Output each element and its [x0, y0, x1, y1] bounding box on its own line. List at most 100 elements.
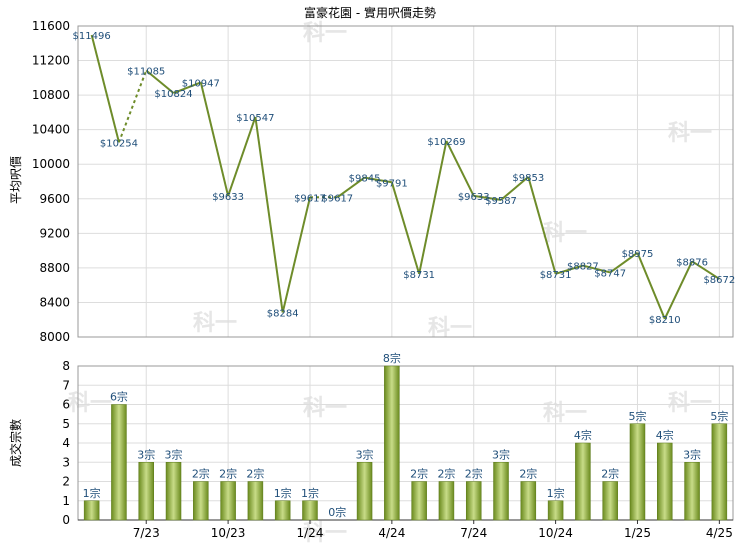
price-data-label-22: $8876 [676, 257, 708, 268]
price-line-segment-10 [364, 176, 393, 184]
watermark-text-5: 科一 [68, 391, 112, 416]
volume-bar-0 [83, 500, 100, 521]
volume-bar-label-5: 2宗 [219, 467, 237, 481]
watermark-text-9: 科一 [303, 521, 347, 546]
price-line-segment-9 [336, 176, 366, 199]
volume-bar-label-8: 1宗 [301, 486, 319, 500]
volume-y-axis-label: 成交宗數 [8, 419, 23, 467]
price-line-segment-22 [691, 260, 720, 280]
watermark-text-2: 科一 [193, 311, 237, 336]
volume-bar-5 [220, 481, 236, 521]
price-y-tick-3: 9200 [39, 226, 70, 240]
x-tick-label-4: 7/24 [460, 526, 487, 540]
price-data-label-12: $8731 [403, 270, 435, 281]
price-line-segment-2 [145, 69, 175, 94]
price-y-tick-1: 8400 [39, 295, 70, 309]
price-data-label-20: $8975 [622, 249, 654, 260]
volume-bar-label-1: 6宗 [110, 390, 128, 404]
volume-bar-1 [111, 404, 127, 521]
x-tick-label-3: 4/24 [378, 526, 405, 540]
volume-bar-label-19: 2宗 [601, 467, 619, 481]
volume-bar-18 [575, 442, 591, 521]
volume-bar-11 [384, 365, 400, 521]
x-axis-ticks: 7/23 10/23 1/24 4/24 7/24 10/24 1/25 4/25 [133, 520, 733, 540]
volume-bar-label-21: 4宗 [656, 428, 674, 442]
price-line-segment-15 [500, 176, 529, 201]
volume-bar-22 [684, 462, 700, 521]
price-line-segment-16 [527, 176, 557, 275]
price-data-label-1: $10254 [100, 138, 138, 149]
price-line-segment-14 [473, 194, 502, 201]
price-line-segment-18 [582, 264, 611, 274]
price-line-segment-20 [636, 252, 666, 320]
price-y-tick-7: 10800 [32, 88, 70, 102]
volume-y-tick-3: 3 [62, 455, 70, 469]
price-data-label-2: $11085 [127, 66, 165, 77]
price-data-label-0: $11496 [73, 31, 111, 42]
x-tick-label-6: 1/25 [624, 526, 651, 540]
volume-bar-label-20: 5宗 [628, 409, 646, 423]
volume-bar-2 [138, 462, 154, 521]
volume-bar-label-12: 2宗 [410, 467, 428, 481]
price-y-tick-9: 11600 [32, 19, 70, 33]
price-line-segment-12 [418, 140, 448, 275]
volume-bar-label-2: 3宗 [137, 447, 155, 461]
price-y-tick-2: 8800 [39, 261, 70, 275]
volume-bar-17 [547, 500, 564, 521]
volume-bar-7 [274, 500, 291, 521]
price-data-label-14: $9633 [458, 192, 490, 203]
price-y-tick-0: 8000 [39, 330, 70, 344]
price-data-label-4: $10947 [182, 78, 220, 89]
volume-y-tick-2: 2 [62, 475, 70, 489]
volume-bar-labels: 1宗 6宗 3宗 3宗 2宗 2宗 2宗 1宗 1宗 0宗 3宗 8宗 2宗 2宗 2宗 3宗 2宗 1宗 4宗 2宗… [83, 351, 729, 519]
volume-y-tick-0: 0 [62, 513, 70, 527]
volume-bar-label-15: 3宗 [492, 447, 510, 461]
volume-bar-21 [657, 442, 673, 521]
price-data-label-21: $8210 [649, 315, 681, 326]
volume-bar-label-13: 2宗 [437, 467, 455, 481]
price-data-label-8: $9617 [294, 193, 326, 204]
volume-bar-label-0: 1宗 [83, 486, 101, 500]
price-data-label-17: $8731 [540, 270, 572, 281]
watermark-text-7: 科一 [543, 401, 587, 426]
price-line-segment-11 [390, 181, 421, 275]
volume-bar-23 [711, 423, 728, 521]
volume-bar-label-23: 5宗 [710, 409, 728, 423]
volume-bars [83, 365, 728, 521]
price-line-segment-19 [609, 251, 639, 274]
volume-y-tick-7: 7 [62, 378, 70, 392]
x-tick-label-7: 4/25 [706, 526, 733, 540]
watermark-text-8: 科一 [668, 391, 712, 416]
price-data-label-11: $9791 [376, 178, 408, 189]
volume-y-tick-5: 5 [62, 417, 70, 431]
volume-bar-label-9: 0宗 [328, 505, 346, 519]
volume-bar-label-4: 2宗 [192, 467, 210, 481]
volume-bar-label-6: 2宗 [246, 467, 264, 481]
price-data-label-23: $8672 [703, 275, 735, 286]
frame-layer [77, 25, 734, 521]
x-tick-label-0: 7/23 [133, 526, 160, 540]
x-tick-label-2: 1/24 [297, 526, 324, 540]
price-data-label-7: $8284 [267, 308, 299, 319]
volume-y-ticks: 0 1 2 3 4 5 6 7 8 [62, 359, 70, 527]
price-line-segment-7 [281, 197, 311, 313]
price-data-label-16: $9853 [512, 173, 544, 184]
volume-bar-label-11: 8宗 [383, 351, 401, 365]
volume-bar-label-16: 2宗 [519, 467, 537, 481]
price-line-segment-21 [663, 260, 693, 320]
price-data-label-5: $9633 [212, 192, 244, 203]
price-y-axis-label: 平均呎價 [9, 156, 23, 204]
price-plot-frame [77, 25, 734, 338]
price-line-segment-13 [445, 140, 475, 197]
price-line-segment-5 [227, 116, 257, 197]
volume-bar-16 [520, 481, 537, 521]
volume-y-tick-4: 4 [62, 436, 70, 450]
volume-bar-12 [411, 481, 427, 521]
price-data-label-19: $8747 [594, 268, 626, 279]
volume-bar-label-10: 3宗 [356, 447, 374, 461]
price-data-label-3: $10824 [154, 89, 192, 100]
volume-bar-label-14: 2宗 [465, 467, 483, 481]
volume-bar-label-7: 1宗 [274, 486, 292, 500]
price-y-ticks: 8000 8400 8800 9200 9600 10000 10400 10800 11200… [32, 19, 70, 344]
